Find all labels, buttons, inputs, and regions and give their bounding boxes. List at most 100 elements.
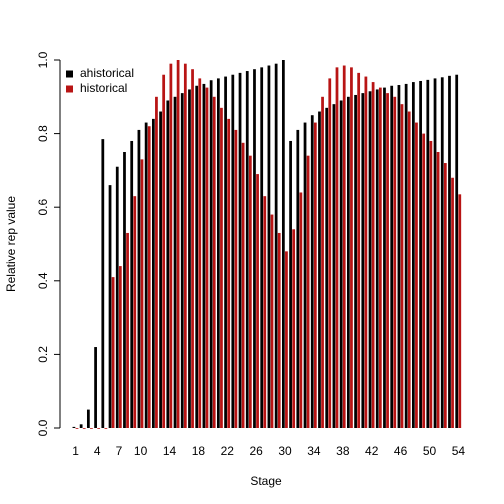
x-tick-label: 46	[394, 444, 408, 458]
x-tick-label: 42	[365, 444, 379, 458]
bar	[263, 196, 267, 428]
bar	[274, 63, 278, 429]
bar	[313, 122, 317, 428]
bar	[90, 428, 93, 429]
bar	[443, 163, 447, 429]
bar	[407, 111, 411, 429]
bar	[159, 111, 162, 429]
bar	[130, 140, 134, 428]
legend-swatch	[66, 85, 73, 93]
bar	[183, 63, 187, 429]
bar	[436, 152, 440, 428]
bar	[111, 277, 115, 428]
bar	[224, 76, 227, 428]
legend-label: ahistorical	[80, 66, 134, 80]
bar	[256, 174, 259, 428]
bar	[75, 428, 79, 429]
x-tick-label: 26	[249, 444, 263, 458]
x-tick-label: 34	[307, 444, 321, 458]
bar	[162, 74, 166, 428]
bar	[188, 89, 191, 428]
bar	[371, 82, 375, 428]
bar	[321, 96, 324, 429]
bar	[267, 65, 271, 429]
bar	[383, 87, 386, 428]
bar	[277, 232, 281, 428]
bar	[72, 426, 76, 428]
x-tick-label: 22	[221, 444, 235, 458]
bar	[285, 251, 288, 428]
x-tick-label: 30	[278, 444, 292, 458]
bar	[440, 77, 444, 429]
bar	[241, 142, 245, 429]
bar	[451, 177, 454, 428]
bar	[296, 129, 300, 429]
bar	[166, 100, 170, 428]
legend-swatch	[66, 70, 73, 78]
bar	[433, 78, 437, 429]
legend-label: historical	[80, 81, 127, 95]
bar	[375, 89, 379, 428]
bar	[144, 122, 148, 428]
bar	[281, 60, 285, 428]
x-tick-label: 1	[72, 444, 79, 458]
bar	[332, 104, 336, 428]
bar	[198, 78, 202, 429]
bar	[234, 129, 238, 429]
bar	[270, 214, 274, 428]
bar	[155, 96, 158, 429]
bar	[386, 93, 389, 429]
bar	[346, 96, 350, 429]
x-axis-label: Stage	[250, 474, 282, 488]
bar	[368, 91, 372, 428]
y-tick-label: 0.8	[36, 125, 50, 142]
bar	[299, 192, 303, 428]
y-axis-label: Relative rep value	[4, 196, 18, 292]
bar	[245, 71, 249, 428]
x-tick-label: 4	[94, 444, 101, 458]
bar	[357, 72, 361, 428]
bar	[429, 140, 433, 428]
bar	[397, 85, 401, 429]
bar	[151, 118, 155, 428]
x-tick-label: 50	[423, 444, 437, 458]
bar	[303, 122, 307, 428]
bar	[350, 67, 353, 429]
bar	[364, 76, 368, 428]
bar	[422, 133, 426, 428]
bar	[400, 104, 404, 428]
bar	[238, 72, 242, 428]
bar	[325, 107, 329, 428]
x-tick-label: 18	[192, 444, 206, 458]
x-tick-label: 14	[163, 444, 177, 458]
y-tick-label: 0.6	[36, 199, 50, 216]
bar	[227, 118, 231, 428]
bar	[342, 65, 346, 429]
y-tick-label: 1.0	[36, 51, 50, 68]
bar	[292, 229, 296, 428]
bar	[133, 196, 137, 428]
bar	[310, 115, 314, 428]
bar	[137, 129, 141, 429]
y-tick-label: 0.4	[36, 272, 50, 289]
bar	[82, 428, 86, 429]
bar	[411, 82, 415, 428]
bar	[426, 79, 430, 428]
bar	[390, 85, 394, 428]
bar	[97, 428, 101, 429]
bar	[191, 69, 194, 428]
bar	[140, 159, 144, 429]
bar	[253, 69, 256, 428]
bar	[448, 75, 451, 428]
bar	[260, 67, 264, 429]
bar	[195, 85, 199, 428]
bar	[176, 60, 180, 428]
x-tick-label: 38	[336, 444, 350, 458]
bar	[108, 185, 112, 428]
y-tick-label: 0.0	[36, 419, 50, 436]
bar	[361, 93, 365, 429]
bar	[220, 107, 223, 428]
bar	[79, 424, 83, 428]
bar	[455, 74, 459, 428]
